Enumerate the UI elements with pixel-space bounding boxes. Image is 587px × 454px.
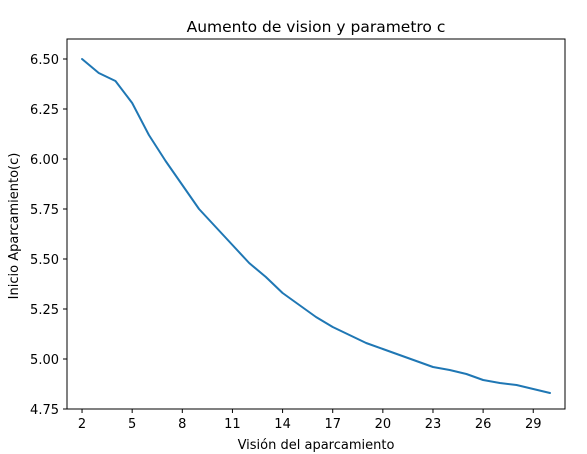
x-tick-label: 2 [78, 417, 86, 432]
x-tick-label: 26 [475, 417, 492, 432]
axis-ticks: 2 5 8 11 14 17 20 23 26 29 4.75 5.00 5.25 5.50 5.75 6.0… [30, 53, 541, 432]
y-tick-label: 5.00 [30, 353, 59, 368]
plot-frame [66, 38, 566, 410]
x-tick-label: 11 [224, 417, 241, 432]
x-tick-label: 5 [128, 417, 136, 432]
y-tick-label: 6.00 [30, 153, 59, 168]
x-tick-label: 8 [178, 417, 186, 432]
x-tick-label: 17 [324, 417, 341, 432]
y-tick-label: 6.25 [30, 103, 59, 118]
x-tick-label: 20 [375, 417, 392, 432]
x-tick-label: 23 [425, 417, 442, 432]
y-axis-label: Inicio Aparcamiento(c) [7, 153, 22, 300]
plot-marks [81, 58, 551, 394]
y-tick-label: 5.50 [30, 253, 59, 268]
x-tick-label: 29 [525, 417, 542, 432]
x-tick-label: 14 [274, 417, 291, 432]
y-tick-label: 5.25 [30, 303, 59, 318]
x-axis-label: Visión del aparcamiento [238, 438, 395, 453]
y-tick-label: 5.75 [30, 203, 59, 218]
chart-title: Aumento de vision y parametro c [187, 18, 446, 36]
y-tick-label: 4.75 [30, 403, 59, 418]
series-line [81, 58, 551, 394]
y-tick-label: 6.50 [30, 53, 59, 68]
